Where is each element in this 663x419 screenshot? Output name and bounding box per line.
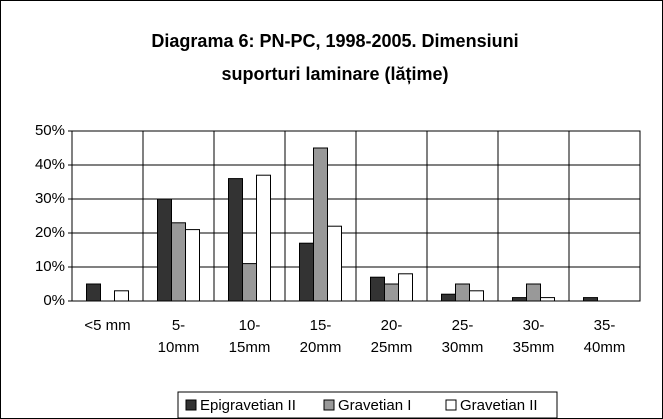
y-tick-label: 10% [35, 258, 65, 275]
chart-title: Diagrama 6: PN-PC, 1998-2005. Dimensiuni [151, 31, 518, 51]
bar [526, 283, 541, 302]
bar [469, 290, 484, 302]
legend-label: Gravetian II [460, 397, 538, 414]
x-tick-label: 35mm [513, 339, 555, 356]
chart-title: suporturi laminare (lățime) [221, 64, 448, 84]
x-tick-label: 5- [172, 317, 185, 334]
bar [313, 147, 328, 302]
x-tick-label: 15- [310, 317, 332, 334]
x-tick-label: 10- [239, 317, 261, 334]
bar [185, 229, 200, 302]
bar [540, 297, 555, 302]
x-tick-label: 30mm [442, 339, 484, 356]
bar [441, 293, 456, 302]
y-tick-label: 0% [43, 292, 65, 309]
bar [114, 290, 129, 302]
bar [398, 273, 413, 302]
y-tick-label: 30% [35, 190, 65, 207]
bar [228, 178, 243, 302]
bar [370, 276, 385, 302]
x-tick-label: 25- [452, 317, 474, 334]
bar [384, 283, 399, 302]
x-tick-label: 40mm [584, 339, 626, 356]
legend-swatch [185, 399, 197, 411]
legend-label: Epigravetian II [200, 397, 296, 414]
x-tick-label: 10mm [158, 339, 200, 356]
x-tick-label: 25mm [371, 339, 413, 356]
legend-swatch [323, 399, 335, 411]
bar [256, 174, 271, 302]
y-tick-label: 50% [35, 122, 65, 139]
x-tick-label: 20- [381, 317, 403, 334]
bar [171, 222, 186, 302]
x-tick-label: 20mm [300, 339, 342, 356]
bar [583, 297, 598, 302]
x-tick-label: <5 mm [84, 317, 130, 334]
bar [327, 225, 342, 302]
legend-swatch [445, 399, 457, 411]
legend-box [177, 391, 558, 419]
bar [299, 242, 314, 302]
x-tick-label: 15mm [229, 339, 271, 356]
bar [455, 283, 470, 302]
y-tick-label: 40% [35, 156, 65, 173]
y-tick-label: 20% [35, 224, 65, 241]
x-tick-label: 30- [523, 317, 545, 334]
legend-label: Gravetian I [338, 397, 411, 414]
bar [157, 198, 172, 302]
bar [86, 283, 101, 302]
bar [242, 263, 257, 302]
x-tick-label: 35- [594, 317, 616, 334]
bar [512, 297, 527, 302]
